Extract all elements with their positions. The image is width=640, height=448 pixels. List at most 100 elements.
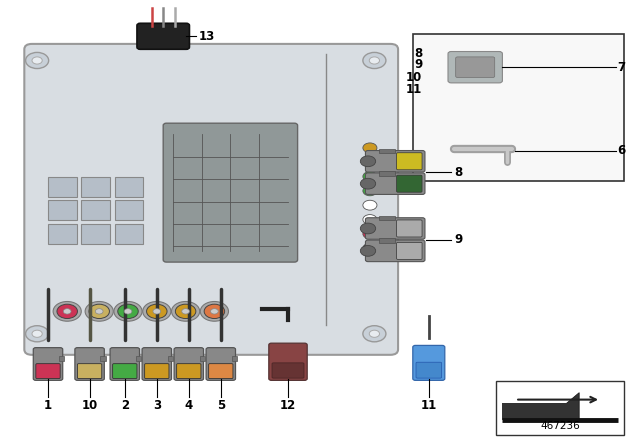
Bar <box>115 177 143 197</box>
Bar <box>100 356 106 361</box>
Text: 1: 1 <box>44 399 52 412</box>
FancyBboxPatch shape <box>163 123 298 262</box>
Bar <box>496 381 624 435</box>
Circle shape <box>182 309 189 314</box>
Polygon shape <box>502 392 579 419</box>
Circle shape <box>204 304 225 319</box>
FancyBboxPatch shape <box>145 364 169 379</box>
Bar <box>168 356 173 361</box>
FancyBboxPatch shape <box>142 348 172 380</box>
FancyBboxPatch shape <box>77 364 102 379</box>
Bar <box>81 200 110 220</box>
Circle shape <box>360 246 376 256</box>
FancyBboxPatch shape <box>456 57 495 78</box>
FancyBboxPatch shape <box>397 153 422 170</box>
Bar <box>48 200 77 220</box>
Circle shape <box>153 309 161 314</box>
FancyBboxPatch shape <box>272 363 304 378</box>
Text: 12: 12 <box>280 399 296 412</box>
Text: 8: 8 <box>414 47 422 60</box>
Circle shape <box>200 302 228 321</box>
Circle shape <box>85 302 113 321</box>
Bar <box>81 177 110 197</box>
Circle shape <box>26 52 49 69</box>
Text: 4: 4 <box>185 399 193 412</box>
Circle shape <box>369 57 380 64</box>
FancyBboxPatch shape <box>137 23 189 49</box>
Text: 3: 3 <box>153 399 161 412</box>
Circle shape <box>124 309 132 314</box>
Circle shape <box>143 302 171 321</box>
Text: 11: 11 <box>406 83 422 96</box>
Text: 6: 6 <box>618 144 626 158</box>
Bar <box>232 356 237 361</box>
Bar <box>379 171 396 176</box>
Circle shape <box>175 304 196 319</box>
Bar <box>48 224 77 244</box>
Circle shape <box>95 309 103 314</box>
Text: 11: 11 <box>420 399 437 412</box>
Text: 7: 7 <box>618 60 626 74</box>
Circle shape <box>363 172 377 181</box>
Bar <box>379 216 396 220</box>
Circle shape <box>211 309 218 314</box>
Circle shape <box>118 304 138 319</box>
FancyBboxPatch shape <box>110 348 140 380</box>
FancyBboxPatch shape <box>365 173 425 194</box>
Text: 10: 10 <box>81 399 98 412</box>
FancyBboxPatch shape <box>75 348 104 380</box>
Circle shape <box>57 304 77 319</box>
Text: 2: 2 <box>121 399 129 412</box>
Text: 8: 8 <box>454 166 463 179</box>
Circle shape <box>63 309 71 314</box>
Circle shape <box>363 326 386 342</box>
FancyBboxPatch shape <box>365 151 425 172</box>
FancyBboxPatch shape <box>397 242 422 259</box>
FancyBboxPatch shape <box>174 348 204 380</box>
Text: 9: 9 <box>414 58 422 72</box>
Circle shape <box>114 302 142 321</box>
Circle shape <box>363 157 377 167</box>
Circle shape <box>363 52 386 69</box>
Circle shape <box>26 326 49 342</box>
Bar <box>115 224 143 244</box>
Bar <box>379 149 396 153</box>
Text: 9: 9 <box>454 233 463 246</box>
Bar <box>413 34 624 181</box>
Circle shape <box>360 156 376 167</box>
Bar <box>115 200 143 220</box>
FancyBboxPatch shape <box>448 52 502 83</box>
Bar <box>81 224 110 244</box>
Circle shape <box>363 229 377 239</box>
Circle shape <box>363 200 377 210</box>
Text: 13: 13 <box>199 30 215 43</box>
FancyBboxPatch shape <box>36 364 60 379</box>
FancyBboxPatch shape <box>269 343 307 380</box>
FancyBboxPatch shape <box>397 175 422 192</box>
Bar <box>379 238 396 243</box>
Circle shape <box>172 302 200 321</box>
FancyBboxPatch shape <box>397 220 422 237</box>
FancyBboxPatch shape <box>113 364 137 379</box>
Circle shape <box>363 243 377 253</box>
Circle shape <box>53 302 81 321</box>
Bar <box>48 177 77 197</box>
Bar <box>136 356 141 361</box>
Text: 5: 5 <box>217 399 225 412</box>
Bar <box>200 356 205 361</box>
Circle shape <box>89 304 109 319</box>
Circle shape <box>32 330 42 337</box>
FancyBboxPatch shape <box>33 348 63 380</box>
FancyBboxPatch shape <box>24 44 398 355</box>
FancyBboxPatch shape <box>416 362 442 378</box>
Circle shape <box>360 223 376 234</box>
Circle shape <box>147 304 167 319</box>
Circle shape <box>363 143 377 153</box>
FancyBboxPatch shape <box>413 345 445 380</box>
Text: 467236: 467236 <box>540 422 580 431</box>
Circle shape <box>369 330 380 337</box>
Circle shape <box>363 186 377 196</box>
FancyBboxPatch shape <box>206 348 236 380</box>
Circle shape <box>360 178 376 189</box>
Circle shape <box>32 57 42 64</box>
